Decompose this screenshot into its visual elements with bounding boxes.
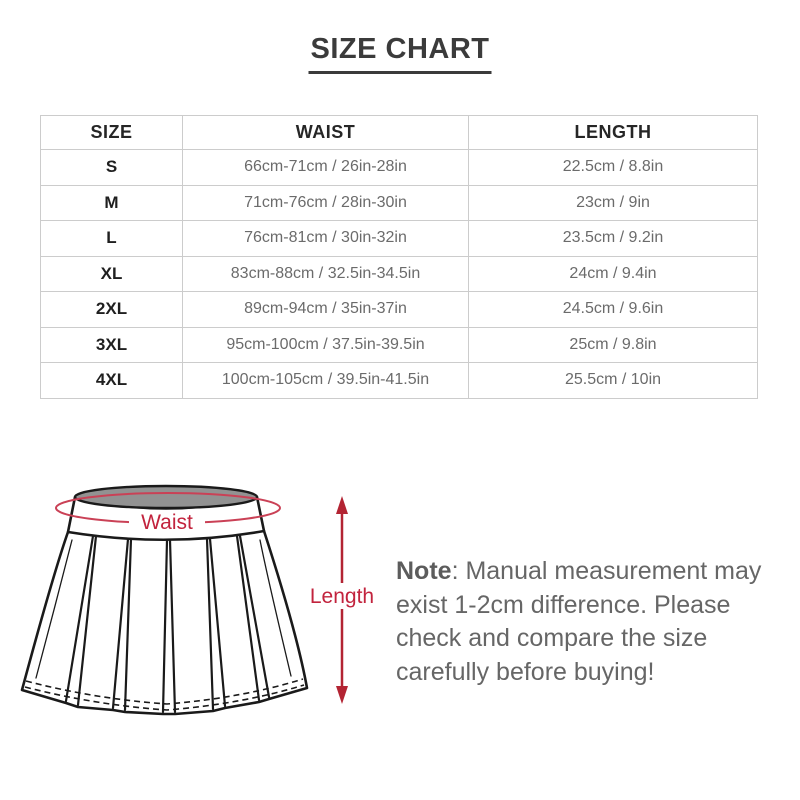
waist-cell: 76cm-81cm / 30in-32in	[182, 220, 469, 257]
waist-cell: 71cm-76cm / 28in-30in	[182, 184, 469, 221]
waist-cell: 83cm-88cm / 32.5in-34.5in	[182, 255, 469, 292]
col-header-size: SIZE	[40, 115, 183, 150]
table-row: 4XL 100cm-105cm / 39.5in-41.5in 25.5cm /…	[40, 362, 758, 399]
waist-cell: 95cm-100cm / 37.5in-39.5in	[182, 326, 469, 363]
length-cell: 23cm / 9in	[468, 184, 758, 221]
waist-cell: 89cm-94cm / 35in-37in	[182, 291, 469, 328]
skirt-measurement-diagram: Waist Length	[20, 484, 379, 716]
waist-label: Waist	[141, 511, 193, 534]
waist-cell: 66cm-71cm / 26in-28in	[182, 149, 469, 186]
table-row: 2XL 89cm-94cm / 35in-37in 24.5cm / 9.6in	[40, 291, 758, 328]
page-title: SIZE CHART	[308, 33, 492, 74]
note-body: : Manual measurement may exist 1-2cm dif…	[396, 557, 762, 686]
size-table-body: S 66cm-71cm / 26in-28in 22.5cm / 8.8in M…	[40, 149, 758, 399]
length-arrow: Length	[305, 496, 379, 704]
waist-opening	[73, 484, 259, 510]
table-row: L 76cm-81cm / 30in-32in 23.5cm / 9.2in	[40, 220, 758, 257]
table-header-row: SIZE WAIST LENGTH	[40, 115, 758, 150]
length-cell: 25cm / 9.8in	[468, 326, 758, 363]
size-cell: 4XL	[40, 362, 183, 399]
waist-cell: 100cm-105cm / 39.5in-41.5in	[182, 362, 469, 399]
arrow-down-icon	[336, 686, 348, 704]
pleat-lines	[35, 534, 292, 714]
size-table: SIZE WAIST LENGTH S 66cm-71cm / 26in-28i…	[40, 115, 758, 399]
table-row: 3XL 95cm-100cm / 37.5in-39.5in 25cm / 9.…	[40, 326, 758, 363]
length-cell: 24.5cm / 9.6in	[468, 291, 758, 328]
size-cell: M	[40, 184, 183, 221]
size-cell: 2XL	[40, 291, 183, 328]
col-header-waist: WAIST	[182, 115, 469, 150]
table-row: S 66cm-71cm / 26in-28in 22.5cm / 8.8in	[40, 149, 758, 186]
size-cell: 3XL	[40, 326, 183, 363]
waist-label-mask	[129, 513, 205, 533]
size-cell: S	[40, 149, 183, 186]
arrow-up-icon	[336, 496, 348, 514]
note-text: Note: Manual measurement may exist 1-2cm…	[396, 555, 772, 689]
length-cell: 25.5cm / 10in	[468, 362, 758, 399]
length-cell: 23.5cm / 9.2in	[468, 220, 758, 257]
size-cell: L	[40, 220, 183, 257]
col-header-length: LENGTH	[468, 115, 758, 150]
table-row: XL 83cm-88cm / 32.5in-34.5in 24cm / 9.4i…	[40, 255, 758, 292]
length-cell: 24cm / 9.4in	[468, 255, 758, 292]
hem-stitching	[24, 678, 305, 711]
length-cell: 22.5cm / 8.8in	[468, 149, 758, 186]
table-row: M 71cm-76cm / 28in-30in 23cm / 9in	[40, 184, 758, 221]
size-cell: XL	[40, 255, 183, 292]
length-label: Length	[310, 585, 374, 608]
note-label: Note	[396, 557, 452, 585]
length-label-mask	[305, 583, 379, 609]
